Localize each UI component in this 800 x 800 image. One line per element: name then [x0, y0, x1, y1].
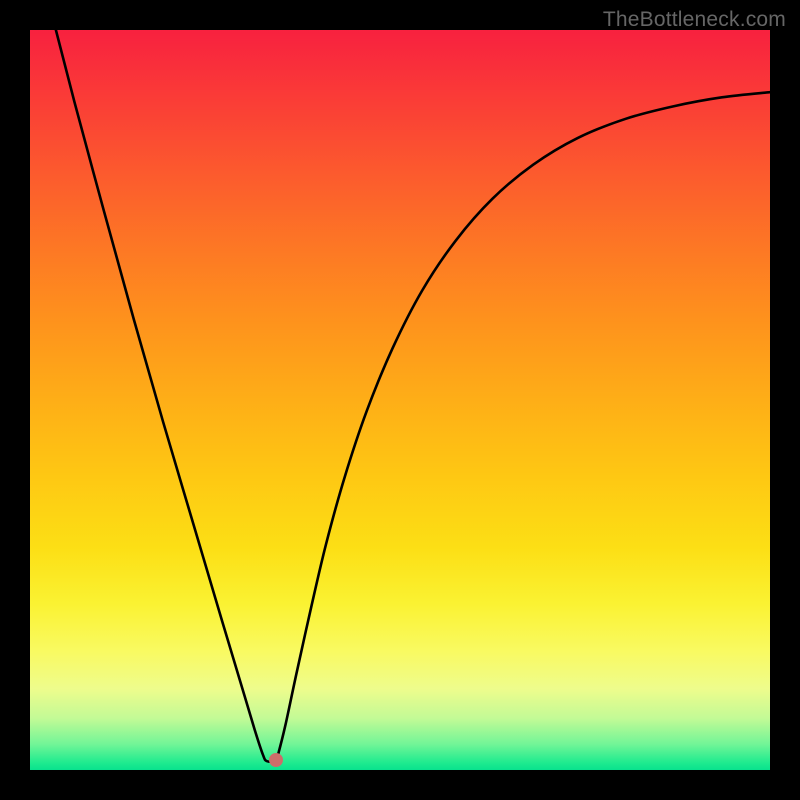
optimum-marker [269, 753, 283, 767]
bottleneck-curve [30, 30, 770, 770]
watermark-text: TheBottleneck.com [603, 8, 786, 32]
plot-area [30, 30, 770, 770]
